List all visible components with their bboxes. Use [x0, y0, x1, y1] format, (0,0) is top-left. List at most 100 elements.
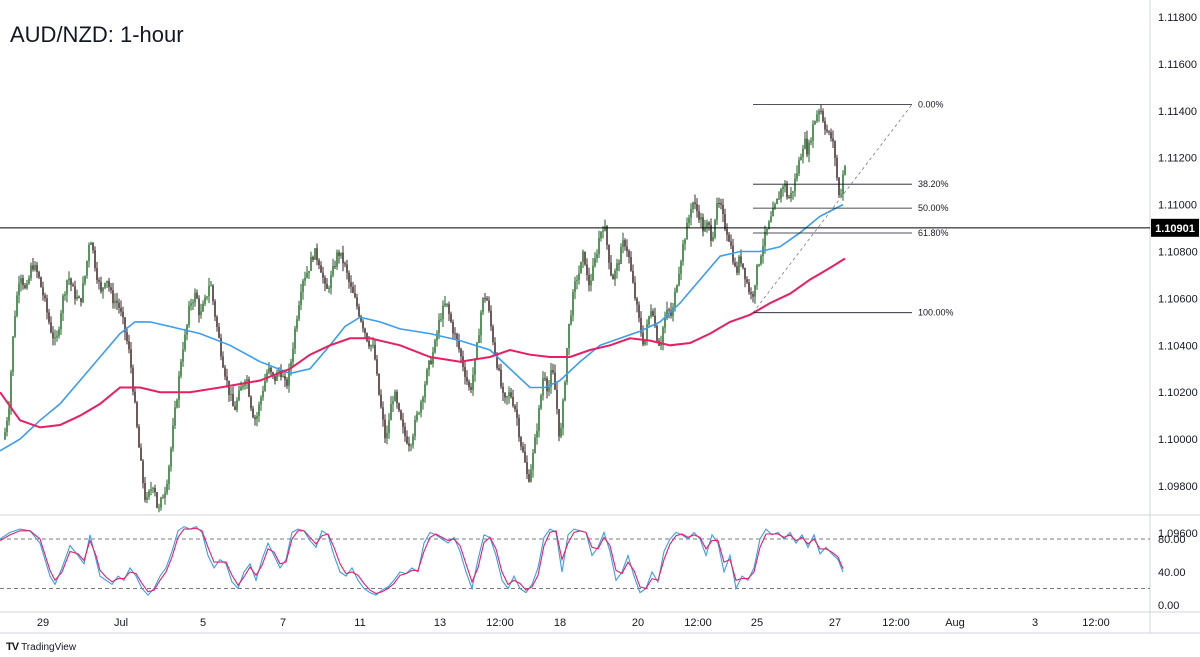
candle-bearish — [272, 372, 274, 376]
candle-bearish — [826, 129, 828, 132]
price-tick-label: 1.10800 — [1158, 247, 1198, 259]
candle-bullish — [570, 315, 572, 324]
candle-bullish — [236, 400, 238, 410]
time-tick-label: 12:00 — [1082, 617, 1110, 629]
candle-bullish — [616, 263, 618, 271]
price-tick-label: 1.11400 — [1158, 106, 1197, 118]
candle-bullish — [300, 291, 302, 306]
price-tick-label: 1.11200 — [1158, 153, 1197, 165]
candle-bearish — [354, 292, 356, 298]
candle-bearish — [156, 492, 158, 508]
candle-bearish — [42, 287, 44, 296]
candle-bullish — [20, 278, 22, 284]
candle-bearish — [324, 277, 326, 284]
candle-bearish — [828, 131, 830, 133]
fib-level-label: 38.20% — [918, 179, 949, 189]
candle-bearish — [40, 277, 42, 288]
candle-bearish — [120, 307, 122, 312]
candle-bullish — [704, 227, 706, 232]
candle-bearish — [526, 462, 528, 475]
candle-bearish — [220, 337, 222, 357]
candle-bearish — [108, 280, 110, 288]
candle-bearish — [70, 278, 72, 285]
candle-bullish — [390, 404, 392, 421]
candle-bullish — [768, 221, 770, 229]
candle-bearish — [504, 392, 506, 398]
candle-bearish — [728, 234, 730, 242]
candle-bullish — [434, 340, 436, 353]
tradingview-logo-icon: TV — [6, 641, 19, 653]
candle-bearish — [512, 396, 514, 406]
candle-bullish — [686, 222, 688, 240]
candle-bullish — [574, 281, 576, 293]
candle-bearish — [586, 264, 588, 276]
candle-bullish — [560, 428, 562, 437]
candle-bearish — [100, 281, 102, 292]
chart-title: AUD/NZD: 1-hour — [10, 22, 184, 47]
candle-bullish — [700, 217, 702, 220]
time-axis[interactable]: 29 Jul 5 7 11 13 12:00 18 20 12:00 25 27 12:00 Aug 3 12… — [37, 617, 1110, 629]
oscillator-tick-label: 0.00 — [1158, 600, 1179, 612]
candle-bearish — [724, 214, 726, 229]
candle-bullish — [678, 273, 680, 286]
candle-bullish — [622, 240, 624, 248]
candle-bullish — [114, 300, 116, 304]
candle-bearish — [196, 292, 198, 299]
candle-bullish — [796, 173, 798, 179]
candle-bearish — [36, 265, 38, 272]
candle-bearish — [628, 251, 630, 258]
candle-bullish — [210, 285, 212, 287]
candle-bullish — [816, 114, 818, 122]
candle-bullish — [784, 183, 786, 187]
candle-bullish — [692, 202, 694, 210]
candle-bullish — [206, 296, 208, 298]
candle-bullish — [304, 277, 306, 281]
candle-bearish — [746, 279, 748, 283]
price-tick-label: 1.09600 — [1158, 528, 1198, 540]
candle-bearish — [656, 325, 658, 341]
candle-bearish — [710, 224, 712, 241]
candle-bullish — [782, 186, 784, 190]
candle-bearish — [788, 197, 790, 199]
candle-bullish — [438, 319, 440, 334]
candle-bearish — [124, 317, 126, 333]
candle-bullish — [664, 317, 666, 328]
candle-bearish — [636, 298, 638, 305]
time-tick-label: 27 — [829, 617, 841, 629]
candle-bullish — [314, 248, 316, 260]
candle-bullish — [166, 483, 168, 493]
candle-bearish — [112, 290, 114, 304]
candle-bullish — [572, 292, 574, 316]
price-axis[interactable]: 1.11800 1.11600 1.11400 1.11200 1.11000 1.108… — [1158, 12, 1198, 540]
candle-bullish — [776, 198, 778, 205]
candle-bullish — [706, 222, 708, 228]
candle-bullish — [420, 401, 422, 413]
candle-bearish — [742, 263, 744, 268]
candle-bullish — [268, 367, 270, 373]
candle-bullish — [256, 416, 258, 419]
candle-bullish — [182, 349, 184, 362]
candle-bearish — [468, 381, 470, 387]
candle-bullish — [330, 275, 332, 289]
candle-bearish — [488, 300, 490, 311]
candle-bullish — [648, 316, 650, 325]
candle-bullish — [12, 336, 14, 373]
candle-bullish — [412, 436, 414, 446]
candle-bearish — [516, 409, 518, 418]
candle-bullish — [64, 294, 66, 296]
candle-bearish — [118, 302, 120, 308]
candle-bearish — [216, 316, 218, 327]
candle-bullish — [410, 445, 412, 447]
candle-bearish — [726, 228, 728, 235]
candle-bullish — [290, 361, 292, 370]
candle-bullish — [482, 298, 484, 313]
candle-bullish — [86, 261, 88, 276]
fib-level-label: 100.00% — [918, 308, 954, 318]
candle-bearish — [378, 373, 380, 395]
candle-bullish — [104, 283, 106, 288]
candle-bullish — [480, 312, 482, 336]
candle-bearish — [498, 367, 500, 370]
candle-bearish — [212, 285, 214, 302]
tradingview-brand[interactable]: TV TradingView — [6, 641, 76, 653]
candle-bullish — [296, 319, 298, 329]
